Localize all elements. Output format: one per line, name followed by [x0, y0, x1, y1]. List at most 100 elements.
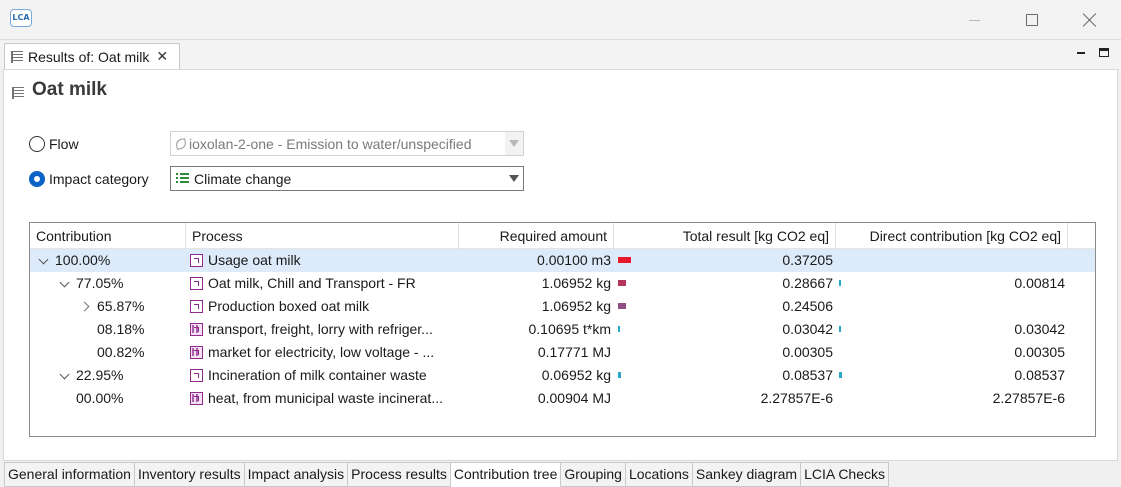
amount-bar [618, 303, 626, 309]
required-amount-cell: 0.17771 MJ [537, 344, 611, 360]
tab-inventory-results[interactable]: Inventory results [134, 462, 245, 487]
required-amount-cell: 0.00100 m3 [537, 252, 611, 268]
required-amount-cell: 1.06952 kg [541, 275, 611, 291]
process-cell[interactable]: Incineration of milk container waste [208, 367, 427, 383]
contribution-cell: 08.18% [97, 321, 145, 337]
column-header-contribution[interactable]: Contribution [30, 223, 186, 249]
view-minimize-button[interactable] [1076, 47, 1088, 59]
table-header: Contribution Process Required amount Tot… [30, 223, 1095, 249]
column-header-process[interactable]: Process [186, 223, 459, 249]
process-cell[interactable]: Production boxed oat milk [208, 298, 370, 314]
system-process-icon [190, 323, 203, 336]
flow-select[interactable]: ioxolan-2-one - Emission to water/unspec… [170, 131, 524, 156]
close-icon [1083, 13, 1097, 27]
chevron-down-icon[interactable] [38, 249, 50, 272]
window-minimize-button[interactable] [951, 0, 997, 40]
tab-general-information[interactable]: General information [4, 462, 135, 487]
required-amount-cell: 0.10695 t*km [528, 321, 612, 337]
process-cell[interactable]: Oat milk, Chill and Transport - FR [208, 275, 416, 291]
amount-bar [618, 372, 621, 378]
maximize-icon [1026, 14, 1038, 26]
contribution-cell: 100.00% [55, 252, 111, 268]
chevron-right-icon[interactable] [80, 295, 92, 318]
direct-contribution-cell [836, 295, 1065, 318]
process-icon [190, 277, 203, 290]
total-result-cell: 0.00305 [782, 344, 833, 360]
direct-contribution-cell: 0.00305 [1014, 344, 1065, 360]
process-cell[interactable]: heat, from municipal waste incinerat... [208, 390, 443, 406]
direct-contribution-cell: 0.08537 [1014, 367, 1065, 383]
app-logo-icon: LCA [10, 9, 32, 27]
process-cell[interactable]: transport, freight, lorry with refriger.… [208, 321, 433, 337]
minimize-icon [968, 19, 980, 21]
page-title: Oat milk [32, 79, 107, 100]
editor-page-tabs: General information Inventory results Impa… [4, 462, 890, 487]
window-close-button[interactable] [1067, 0, 1113, 40]
contribution-cell: 00.82% [97, 344, 145, 360]
impact-category-radio-label[interactable]: Impact category [49, 171, 149, 187]
required-amount-cell: 0.00904 MJ [537, 390, 611, 406]
contribution-cell: 77.05% [76, 275, 124, 291]
editor-tab-title: Results of: Oat milk [28, 48, 150, 65]
flow-radio[interactable] [29, 136, 45, 152]
view-maximize-button[interactable] [1099, 47, 1111, 59]
amount-bar [618, 326, 620, 332]
tab-locations[interactable]: Locations [625, 462, 693, 487]
editor-content: Oat milk Flow ioxolan-2-one - Emission t… [3, 69, 1118, 461]
table-row[interactable]: 77.05% Oat milk, Chill and Transport - FR… [30, 272, 1095, 295]
required-amount-cell: 0.06952 kg [541, 367, 611, 383]
amount-bar [618, 257, 631, 263]
tab-contribution-tree[interactable]: Contribution tree [450, 462, 562, 487]
table-row[interactable]: 22.95% Incineration of milk container was… [30, 364, 1095, 387]
contribution-cell: 65.87% [97, 298, 145, 314]
total-result-bar [839, 372, 842, 378]
table-row[interactable]: 08.18% transport, freight, lorry with ref… [30, 318, 1095, 341]
tab-lcia-checks[interactable]: LCIA Checks [801, 462, 890, 487]
flow-leaf-icon [175, 137, 187, 150]
tab-impact-analysis[interactable]: Impact analysis [244, 462, 349, 487]
column-header-direct-contribution[interactable]: Direct contribution [kg CO2 eq] [836, 223, 1068, 249]
flow-select-value: ioxolan-2-one - Emission to water/unspec… [189, 135, 472, 152]
tab-sankey-diagram[interactable]: Sankey diagram [692, 462, 802, 487]
flow-radio-label[interactable]: Flow [49, 136, 79, 152]
contribution-cell: 22.95% [76, 367, 124, 383]
table-row[interactable]: 65.87% Production boxed oat milk 1.06952 k… [30, 295, 1095, 318]
results-page-icon [12, 87, 24, 99]
total-result-cell: 0.37205 [782, 252, 833, 268]
impact-category-list-icon [176, 172, 189, 185]
direct-contribution-cell [836, 249, 1065, 272]
editor-tab-bar: Results of: Oat milk ✕ [0, 41, 1121, 69]
tab-close-icon[interactable]: ✕ [156, 48, 169, 64]
tab-grouping[interactable]: Grouping [561, 462, 626, 487]
direct-contribution-cell: 0.00814 [1014, 275, 1065, 291]
table-row[interactable]: 00.82% market for electricity, low voltag… [30, 341, 1095, 364]
column-header-required-amount[interactable]: Required amount [459, 223, 614, 249]
process-icon [190, 254, 203, 267]
column-header-total-result[interactable]: Total result [kg CO2 eq] [614, 223, 836, 249]
table-row[interactable]: 100.00% Usage oat milk 0.00100 m3 0.37205 [30, 249, 1095, 272]
required-amount-cell: 1.06952 kg [541, 298, 611, 314]
process-cell[interactable]: market for electricity, low voltage - ..… [208, 344, 435, 360]
total-result-cell: 0.24506 [782, 298, 833, 314]
chevron-down-icon[interactable] [505, 132, 523, 155]
editor-tab-results[interactable]: Results of: Oat milk ✕ [4, 43, 180, 69]
process-icon [190, 300, 203, 313]
chevron-down-icon[interactable] [505, 167, 523, 190]
chevron-down-icon[interactable] [59, 272, 71, 295]
total-result-cell: 0.28667 [782, 275, 833, 291]
impact-category-select[interactable]: Climate change [170, 166, 524, 191]
total-result-bar [839, 326, 841, 332]
amount-bar [618, 280, 626, 286]
tab-process-results[interactable]: Process results [348, 462, 451, 487]
impact-category-radio[interactable] [29, 171, 45, 187]
system-process-icon [190, 392, 203, 405]
window-maximize-button[interactable] [1009, 0, 1055, 40]
process-cell[interactable]: Usage oat milk [208, 252, 301, 268]
process-icon [190, 369, 203, 382]
contribution-cell: 00.00% [76, 390, 124, 406]
contribution-tree-table[interactable]: Contribution Process Required amount Tot… [29, 222, 1096, 437]
results-icon [11, 50, 23, 63]
chevron-down-icon[interactable] [59, 364, 71, 387]
total-result-bar [839, 280, 841, 286]
table-row[interactable]: 00.00% heat, from municipal waste inciner… [30, 387, 1095, 410]
